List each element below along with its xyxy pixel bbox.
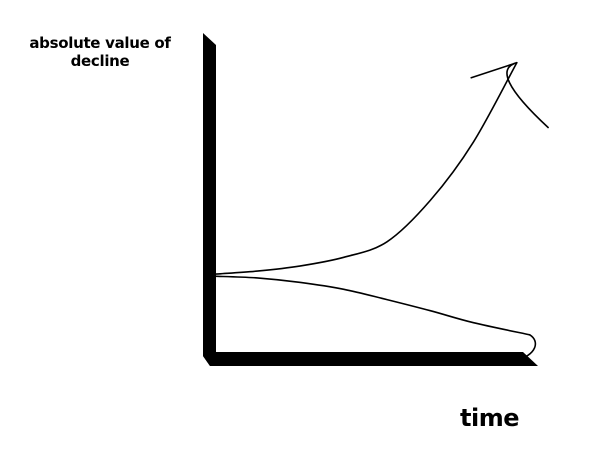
x-axis <box>203 352 538 366</box>
series-line-1 <box>213 61 518 275</box>
x-axis-label: time <box>460 404 519 432</box>
series-line-2 <box>213 275 531 336</box>
series-2-tail <box>513 334 537 362</box>
y-axis-label: absolute value of decline <box>29 34 171 70</box>
y-axis <box>203 33 216 366</box>
arrowhead <box>470 61 549 129</box>
